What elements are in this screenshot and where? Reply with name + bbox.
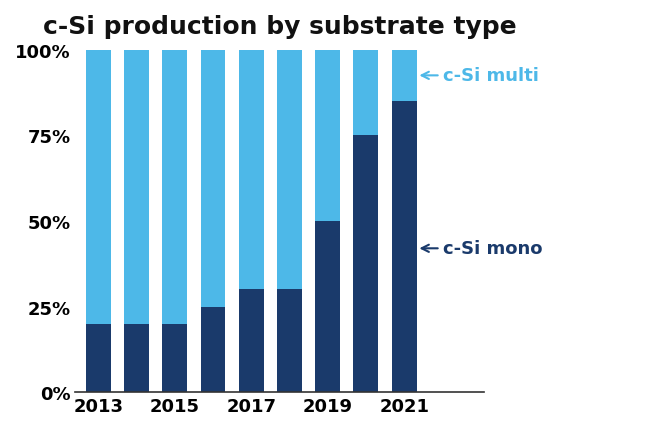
- Bar: [392, 102, 417, 392]
- Bar: [354, 51, 378, 136]
- Bar: [86, 324, 111, 392]
- Bar: [163, 51, 187, 324]
- Bar: [201, 51, 225, 307]
- Bar: [277, 51, 302, 290]
- Text: c-Si multi: c-Si multi: [422, 67, 539, 85]
- Title: c-Si production by substrate type: c-Si production by substrate type: [43, 15, 517, 39]
- Bar: [201, 307, 225, 392]
- Bar: [315, 221, 340, 392]
- Bar: [124, 324, 149, 392]
- Bar: [124, 51, 149, 324]
- Bar: [163, 324, 187, 392]
- Bar: [86, 51, 111, 324]
- Bar: [239, 290, 263, 392]
- Bar: [277, 290, 302, 392]
- Bar: [392, 51, 417, 102]
- Bar: [239, 51, 263, 290]
- Text: c-Si mono: c-Si mono: [422, 240, 543, 258]
- Bar: [354, 136, 378, 392]
- Bar: [315, 51, 340, 221]
